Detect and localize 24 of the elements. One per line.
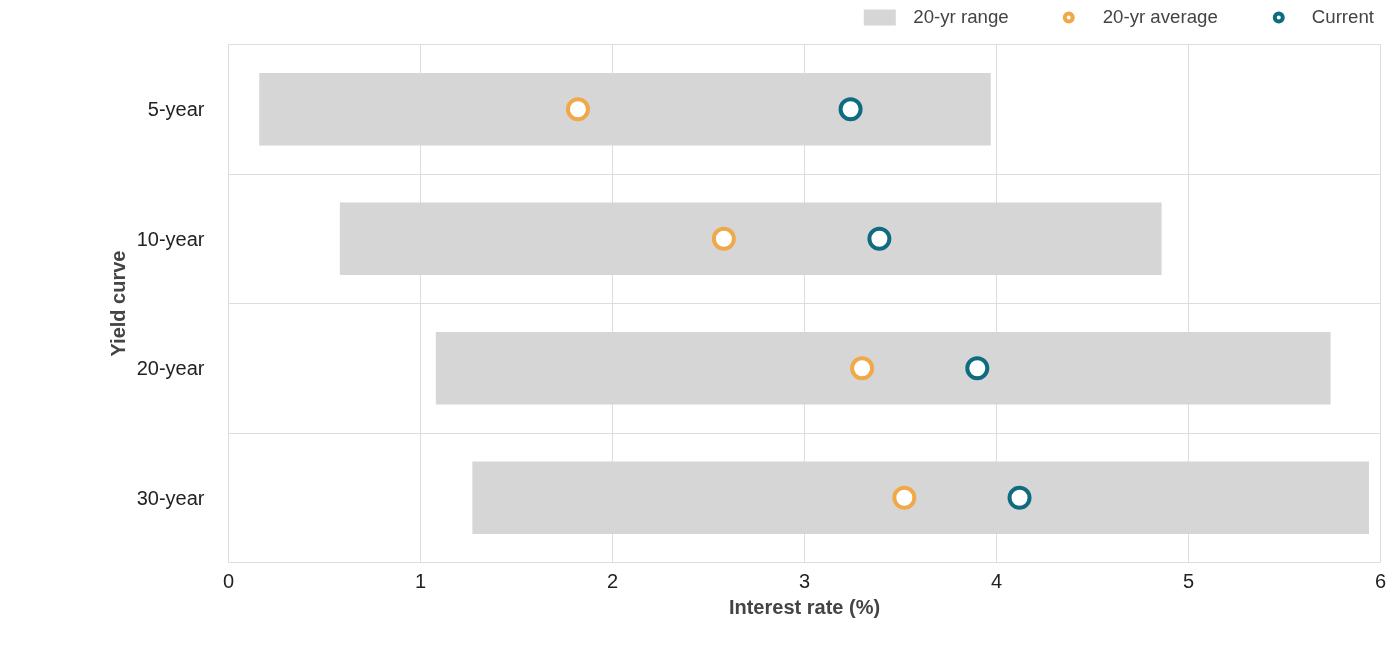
y-axis-title: Yield curve <box>106 250 129 357</box>
legend-label: 20-yr average <box>1102 6 1218 28</box>
point <box>965 356 990 381</box>
x-tick-label: 4 <box>990 569 1003 592</box>
x-tick-label: 0 <box>222 569 235 592</box>
x-tick-label: 2 <box>606 569 619 592</box>
point <box>711 226 736 251</box>
x-tick-label: 3 <box>798 569 811 592</box>
y-tick-label: 30-year <box>136 486 205 509</box>
point <box>850 356 875 381</box>
point <box>1007 485 1032 510</box>
x-tick-label: 6 <box>1374 569 1387 592</box>
y-tick-label: 5-year <box>147 98 205 121</box>
y-tick-label: 10-year <box>136 227 205 250</box>
x-tick-label: 5 <box>1182 569 1195 592</box>
point <box>838 97 863 122</box>
x-axis-title: Interest rate (%) <box>728 595 881 618</box>
point <box>867 226 892 251</box>
legend-label: Current <box>1311 6 1374 28</box>
point <box>892 485 917 510</box>
point <box>565 97 590 122</box>
x-tick-label: 1 <box>414 569 427 592</box>
y-tick-label: 20-year <box>136 357 205 380</box>
legend-label: 20-yr range <box>913 6 1009 28</box>
